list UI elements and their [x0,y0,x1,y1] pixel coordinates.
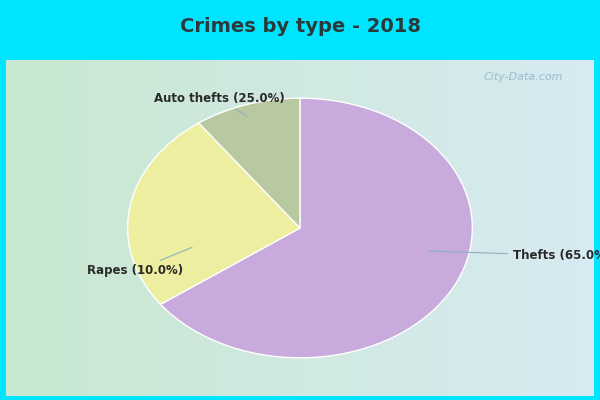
Wedge shape [161,98,472,358]
Text: City-Data.com: City-Data.com [484,72,563,82]
Text: Rapes (10.0%): Rapes (10.0%) [87,247,192,277]
Wedge shape [199,98,300,228]
Text: Auto thefts (25.0%): Auto thefts (25.0%) [154,92,285,116]
Text: Thefts (65.0%): Thefts (65.0%) [428,249,600,262]
Text: Crimes by type - 2018: Crimes by type - 2018 [179,16,421,36]
Wedge shape [128,123,300,304]
